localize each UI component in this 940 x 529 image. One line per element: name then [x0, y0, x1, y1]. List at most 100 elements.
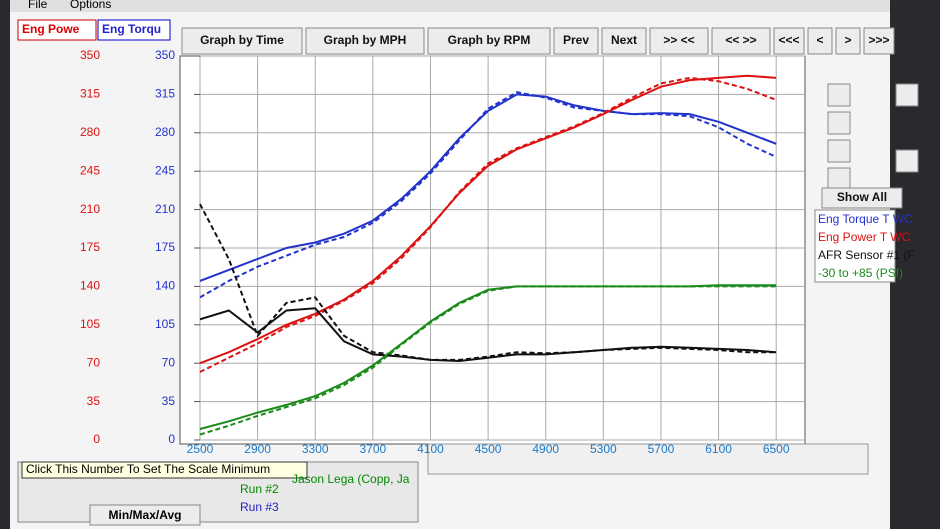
button-face[interactable]: [773, 27, 805, 55]
scroll-button[interactable]: [827, 83, 851, 107]
scroll-button[interactable]: [895, 149, 919, 173]
x-tick-label: 6100: [705, 442, 732, 456]
menu-bar: [10, 0, 890, 12]
x-tick-label: 5700: [648, 442, 675, 456]
x-tick-label: 3700: [360, 442, 387, 456]
info-panel: [427, 443, 869, 475]
button-label[interactable]: << >>: [725, 33, 756, 47]
y2-tick-label: 35: [162, 394, 176, 408]
button[interactable]: >>>: [863, 27, 895, 55]
x-tick-label: 4100: [417, 442, 444, 456]
y-tick-label: 245: [80, 163, 100, 177]
scroll-button[interactable]: [827, 111, 851, 135]
y2-tick-label: 350: [155, 48, 175, 62]
legend-entry: -30 to +85 (PSI): [818, 266, 903, 280]
x-tick-label: 2900: [244, 442, 271, 456]
y-tick-label: 35: [87, 394, 101, 408]
y-tick-label: 70: [87, 355, 101, 369]
min-max-button[interactable]: [89, 504, 201, 526]
run-label[interactable]: Run #3: [240, 500, 279, 514]
tab-label[interactable]: Eng Torqu: [102, 22, 161, 36]
button-label[interactable]: Show All: [837, 190, 887, 204]
y2-tick-label: 280: [155, 125, 175, 139]
y2-tick-label: 245: [155, 163, 175, 177]
series-line: [199, 76, 777, 373]
button-face[interactable]: [305, 27, 425, 55]
legend-entry: Eng Power T WC: [818, 230, 911, 244]
button-label[interactable]: <: [816, 33, 823, 47]
button[interactable]: >: [835, 27, 861, 55]
tab[interactable]: [17, 19, 97, 41]
button-label[interactable]: Next: [611, 33, 637, 47]
run-label[interactable]: Run #2: [240, 482, 279, 496]
y2-tick-label: 70: [162, 355, 176, 369]
button-label[interactable]: <<<: [778, 33, 799, 47]
y2-tick-label: 0: [168, 432, 175, 446]
button-label[interactable]: >>>: [868, 33, 889, 47]
button-label[interactable]: Graph by Time: [200, 33, 284, 47]
button[interactable]: Graph by RPM: [427, 27, 551, 55]
button[interactable]: << >>: [711, 27, 771, 55]
button[interactable]: Graph by MPH: [305, 27, 425, 55]
x-tick-label: 3300: [302, 442, 329, 456]
y-tick-label: 350: [80, 48, 100, 62]
button-label[interactable]: Prev: [563, 33, 589, 47]
scroll-button[interactable]: [827, 139, 851, 163]
button-label[interactable]: Graph by RPM: [448, 33, 531, 47]
series-line: [199, 307, 777, 363]
series-line: [199, 74, 777, 365]
button[interactable]: Next: [601, 27, 647, 55]
button-label[interactable]: Graph by MPH: [324, 33, 407, 47]
series-line: [199, 91, 777, 299]
tooltip-text: Click This Number To Set The Scale Minim…: [26, 462, 270, 476]
series-line: [199, 284, 777, 430]
y2-tick-label: 105: [155, 317, 175, 331]
button-face[interactable]: [181, 27, 303, 55]
button-face[interactable]: [427, 27, 551, 55]
y-tick-label: 210: [80, 202, 100, 216]
min-max-label[interactable]: Min/Max/Avg: [109, 508, 182, 522]
x-tick-label: 2500: [187, 442, 214, 456]
series-line: [199, 93, 777, 282]
scroll-button[interactable]: [895, 83, 919, 107]
run-driver: Jason Lega (Copp, Ja: [292, 472, 410, 486]
tooltip: [21, 461, 308, 479]
y2-tick-label: 140: [155, 279, 175, 293]
button[interactable]: Graph by Time: [181, 27, 303, 55]
button-face[interactable]: [711, 27, 771, 55]
button[interactable]: <<<: [773, 27, 805, 55]
x-tick-label: 6500: [763, 442, 790, 456]
y2-tick-label: 175: [155, 240, 175, 254]
scroll-button[interactable]: [827, 167, 851, 191]
menu-item[interactable]: Options: [70, 0, 111, 11]
button-face[interactable]: [807, 27, 833, 55]
button[interactable]: Prev: [553, 27, 599, 55]
x-tick-label: 5300: [590, 442, 617, 456]
y-tick-label: 0: [93, 432, 100, 446]
button-face[interactable]: [821, 187, 903, 209]
menu-item[interactable]: File: [28, 0, 48, 11]
y2-tick-label: 315: [155, 87, 175, 101]
button-face[interactable]: [649, 27, 709, 55]
y-tick-label: 105: [80, 317, 100, 331]
y-tick-label: 140: [80, 279, 100, 293]
x-tick-label: 4500: [475, 442, 502, 456]
x-tick-label: 4900: [532, 442, 559, 456]
y2-tick-label: 210: [155, 202, 175, 216]
button-face[interactable]: [553, 27, 599, 55]
button[interactable]: <: [807, 27, 833, 55]
button[interactable]: >> <<: [649, 27, 709, 55]
button-label[interactable]: >: [844, 33, 851, 47]
button-face[interactable]: [863, 27, 895, 55]
button-label[interactable]: >> <<: [663, 33, 694, 47]
button-face[interactable]: [601, 27, 647, 55]
tab-label[interactable]: Eng Powe: [22, 22, 80, 36]
y-tick-label: 175: [80, 240, 100, 254]
button-face[interactable]: [835, 27, 861, 55]
legend-entry: AFR Sensor #1 (F: [818, 248, 915, 262]
tab[interactable]: [97, 19, 171, 41]
legend-entry: Eng Torque T WC: [818, 212, 913, 226]
button[interactable]: Show All: [821, 187, 903, 209]
series-line: [199, 285, 777, 436]
